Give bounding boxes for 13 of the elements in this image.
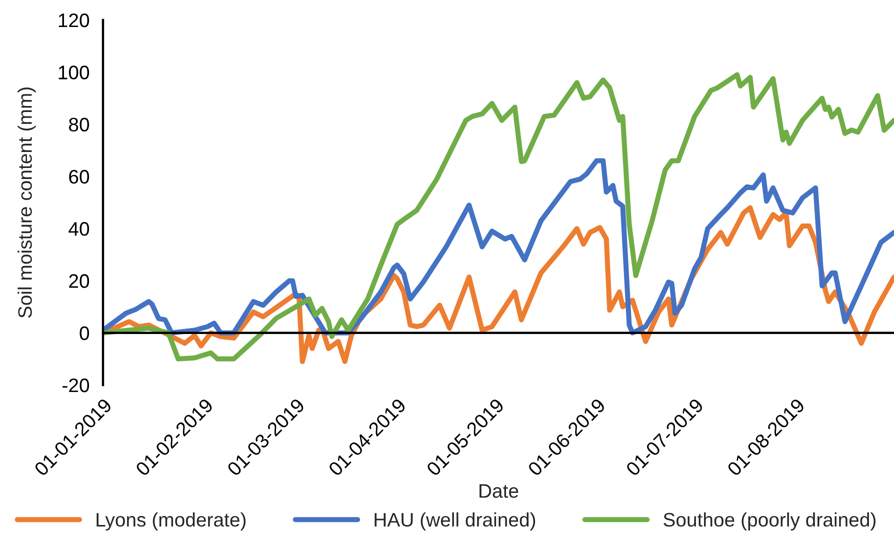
legend-label: HAU (well drained)	[374, 512, 536, 530]
legend-label: Lyons (moderate)	[96, 512, 246, 530]
y-tick-label: 0	[80, 326, 90, 340]
x-axis-title: Date	[480, 484, 518, 498]
y-tick-label: 60	[69, 170, 90, 184]
y-tick-label: -20	[62, 378, 90, 392]
y-tick-label: 120	[58, 13, 90, 28]
y-tick-label: 100	[58, 66, 90, 80]
y-tick-label: 40	[68, 222, 90, 236]
y-tick-label: 20	[69, 274, 90, 288]
y-tick-label: 80	[69, 118, 90, 132]
legend-label: Southoe (poorly drained)	[664, 512, 876, 530]
y-axis-title: Soil moisture content (mm)	[18, 88, 36, 318]
